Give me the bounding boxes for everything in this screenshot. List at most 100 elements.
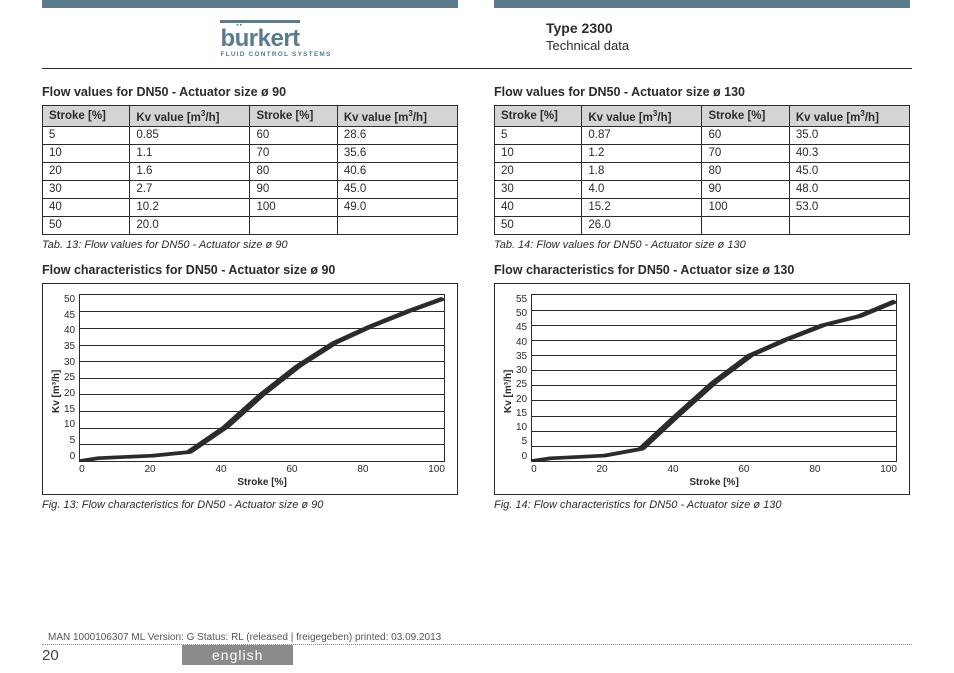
gridline bbox=[80, 311, 444, 312]
table-cell: 5 bbox=[495, 126, 582, 144]
table-cell bbox=[250, 216, 337, 234]
xtick-label: 80 bbox=[809, 464, 820, 475]
table-cell: 2.7 bbox=[130, 180, 250, 198]
table-cell: 10.2 bbox=[130, 198, 250, 216]
table-cell: 100 bbox=[250, 198, 337, 216]
xtick-label: 60 bbox=[286, 464, 297, 475]
ytick-label: 45 bbox=[516, 322, 527, 333]
right-chart-title: Flow characteristics for DN50 - Actuator… bbox=[494, 263, 910, 277]
accent-bar-left bbox=[42, 0, 458, 8]
table-cell: 90 bbox=[250, 180, 337, 198]
table-row: 201.88045.0 bbox=[495, 162, 910, 180]
ytick-label: 30 bbox=[516, 365, 527, 376]
table-cell: 40.6 bbox=[337, 162, 457, 180]
right-chart-caption: Fig. 14: Flow characteristics for DN50 -… bbox=[494, 499, 910, 511]
left-chart-plot bbox=[79, 294, 445, 462]
table-cell: 35.0 bbox=[789, 126, 909, 144]
table-cell: 80 bbox=[250, 162, 337, 180]
table-cell: 53.0 bbox=[789, 198, 909, 216]
table-cell: 10 bbox=[43, 144, 130, 162]
left-chart-xlabel: Stroke [%] bbox=[79, 477, 445, 488]
accent-bar-right bbox=[494, 0, 910, 8]
ytick-label: 55 bbox=[516, 294, 527, 305]
table-header-cell: Kv value [m3/h] bbox=[789, 106, 909, 127]
gridline bbox=[532, 431, 896, 432]
right-chart-plot bbox=[531, 294, 897, 462]
ytick-label: 20 bbox=[516, 394, 527, 405]
left-column: Flow values for DN50 - Actuator size ø 9… bbox=[42, 85, 458, 523]
page-number: 20 bbox=[42, 647, 182, 664]
ytick-label: 15 bbox=[516, 408, 527, 419]
table-cell: 40 bbox=[495, 198, 582, 216]
ytick-label: 0 bbox=[516, 451, 527, 462]
table-cell: 26.0 bbox=[582, 216, 702, 234]
table-cell bbox=[702, 216, 789, 234]
table-row: 50.876035.0 bbox=[495, 126, 910, 144]
xtick-label: 40 bbox=[215, 464, 226, 475]
gridline bbox=[532, 325, 896, 326]
table-row: 4010.210049.0 bbox=[43, 198, 458, 216]
gridline bbox=[80, 361, 444, 362]
ytick-label: 25 bbox=[64, 372, 75, 383]
ytick-label: 35 bbox=[64, 341, 75, 352]
table-cell: 40 bbox=[43, 198, 130, 216]
ytick-label: 10 bbox=[64, 419, 75, 430]
table-cell: 30 bbox=[495, 180, 582, 198]
xtick-label: 80 bbox=[357, 464, 368, 475]
table-cell: 90 bbox=[702, 180, 789, 198]
table-header-cell: Stroke [%] bbox=[702, 106, 789, 127]
header-right: Type 2300 Technical data bbox=[546, 20, 629, 58]
table-header-row: Stroke [%]Kv value [m3/h]Stroke [%]Kv va… bbox=[43, 106, 458, 127]
table-cell bbox=[337, 216, 457, 234]
table-header-cell: Stroke [%] bbox=[43, 106, 130, 127]
table-cell: 45.0 bbox=[789, 162, 909, 180]
gridline bbox=[532, 310, 896, 311]
page-footer: 20 english bbox=[42, 645, 912, 665]
footer-meta: MAN 1000106307 ML Version: G Status: RL … bbox=[48, 632, 441, 643]
ytick-label: 10 bbox=[516, 422, 527, 433]
ytick-label: 5 bbox=[64, 435, 75, 446]
table-row: 5026.0 bbox=[495, 216, 910, 234]
right-chart-curve bbox=[532, 295, 896, 461]
table-row: 101.27040.3 bbox=[495, 144, 910, 162]
left-chart-yticks: 50454035302520151050 bbox=[64, 294, 79, 462]
table-cell: 80 bbox=[702, 162, 789, 180]
right-chart-xlabel: Stroke [%] bbox=[531, 477, 897, 488]
table-cell: 28.6 bbox=[337, 126, 457, 144]
table-row: 201.68040.6 bbox=[43, 162, 458, 180]
table-cell: 1.1 bbox=[130, 144, 250, 162]
table-cell: 70 bbox=[250, 144, 337, 162]
umlaut-icon: ¨ bbox=[236, 22, 244, 40]
right-table-caption: Tab. 14: Flow values for DN50 - Actuator… bbox=[494, 239, 910, 251]
xtick-label: 20 bbox=[145, 464, 156, 475]
gridline bbox=[80, 378, 444, 379]
table-row: 50.856028.6 bbox=[43, 126, 458, 144]
table-cell: 0.87 bbox=[582, 126, 702, 144]
table-cell: 20 bbox=[495, 162, 582, 180]
gridline bbox=[532, 446, 896, 447]
table-row: 5020.0 bbox=[43, 216, 458, 234]
left-chart-caption: Fig. 13: Flow characteristics for DN50 -… bbox=[42, 499, 458, 511]
table-cell: 15.2 bbox=[582, 198, 702, 216]
gridline bbox=[532, 416, 896, 417]
right-chart-ylabel: Kv [m³/h] bbox=[501, 294, 516, 488]
xtick-label: 20 bbox=[597, 464, 608, 475]
table-cell: 100 bbox=[702, 198, 789, 216]
gridline bbox=[80, 411, 444, 412]
table-cell bbox=[789, 216, 909, 234]
gridline bbox=[532, 400, 896, 401]
table-cell: 45.0 bbox=[337, 180, 457, 198]
left-table-title: Flow values for DN50 - Actuator size ø 9… bbox=[42, 85, 458, 99]
ytick-label: 20 bbox=[64, 388, 75, 399]
left-chart-title: Flow characteristics for DN50 - Actuator… bbox=[42, 263, 458, 277]
gridline bbox=[532, 355, 896, 356]
gridline bbox=[532, 370, 896, 371]
right-chart-yticks: 5550454035302520151050 bbox=[516, 294, 531, 462]
gridline bbox=[80, 328, 444, 329]
page: ¨ burkert FLUID CONTROL SYSTEMS Type 230… bbox=[0, 0, 954, 673]
brand-text: burkert bbox=[220, 25, 299, 52]
table-cell: 60 bbox=[702, 126, 789, 144]
table-cell: 4.0 bbox=[582, 180, 702, 198]
type-title: Type 2300 bbox=[546, 20, 629, 36]
table-cell: 49.0 bbox=[337, 198, 457, 216]
